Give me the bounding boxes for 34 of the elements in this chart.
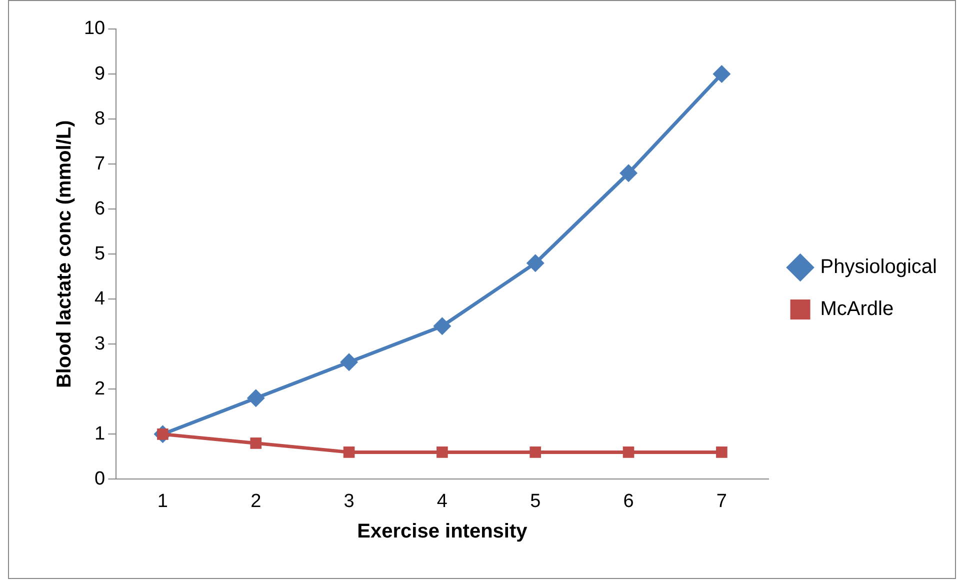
y-tick-label: 7 xyxy=(94,153,106,174)
y-tick-label: 8 xyxy=(94,108,106,130)
x-tick-label: 7 xyxy=(716,490,727,512)
point xyxy=(436,446,448,458)
y-tick-label: 5 xyxy=(94,243,106,264)
point xyxy=(433,317,452,336)
x-tick-label: 3 xyxy=(344,490,354,512)
y-tick-label: 6 xyxy=(94,198,106,220)
legend-label: McArdle xyxy=(820,298,894,320)
point xyxy=(343,446,355,458)
point xyxy=(246,389,265,408)
y-tick-label: 10 xyxy=(84,18,106,40)
point xyxy=(716,446,728,458)
legend-label: Physiological xyxy=(820,256,938,278)
y-tick-label: 0 xyxy=(94,468,106,490)
x-axis-title: Exercise intensity xyxy=(357,520,528,543)
x-tick-label: 2 xyxy=(250,490,262,512)
x-tick-label: 4 xyxy=(436,490,448,512)
point xyxy=(250,438,262,449)
y-tick-label: 9 xyxy=(94,63,106,84)
y-tick-label: 1 xyxy=(94,423,106,444)
x-tick-label: 5 xyxy=(530,490,541,512)
y-axis-title: Blood lactate conc (mmol/L) xyxy=(54,120,76,388)
point xyxy=(622,446,634,458)
y-tick-label: 3 xyxy=(94,333,106,354)
point xyxy=(530,446,542,458)
point xyxy=(526,254,544,272)
y-tick-label: 4 xyxy=(94,288,106,310)
point xyxy=(340,353,358,372)
point xyxy=(620,164,638,182)
x-tick-label: 1 xyxy=(157,490,168,512)
point xyxy=(712,65,731,84)
y-tick-label: 2 xyxy=(94,378,106,400)
x-tick-label: 6 xyxy=(623,490,634,512)
